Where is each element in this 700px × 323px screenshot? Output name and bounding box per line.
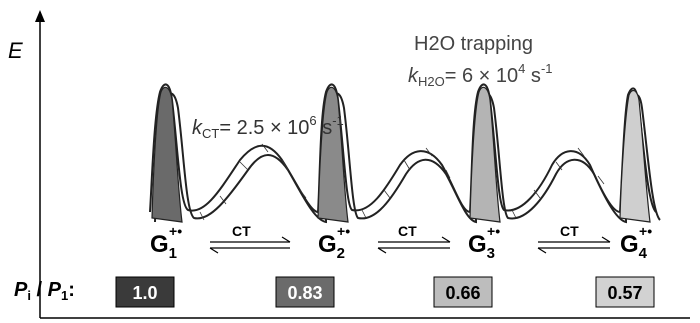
- site-label-4: G4+•: [620, 223, 652, 262]
- ratio-value-4: 0.57: [607, 283, 642, 303]
- trap-rate-k: k: [408, 65, 419, 87]
- forward-arrow-icon: [281, 236, 291, 243]
- site-label-1: G1+•: [150, 223, 182, 262]
- ct-transfer-2: CT: [377, 223, 451, 254]
- trap-annotation: H2O trapping kH2O= 6 × 104 s-1: [408, 33, 553, 89]
- ratio-label: Pi / P1:: [14, 279, 75, 303]
- ct-transfers: CT CT CT: [209, 223, 611, 254]
- ct-rate-eq: = 2.5 × 10: [219, 117, 309, 139]
- trap-rate-eq: = 6 × 10: [445, 65, 518, 87]
- energy-surface: [149, 83, 661, 224]
- trap-rate-exp: 4: [518, 61, 525, 76]
- trap-rate-unit-exp: -1: [541, 61, 553, 76]
- svg-text:CT: CT: [398, 223, 417, 239]
- peak-site-2: [317, 86, 349, 223]
- ratio-box-1: [115, 276, 175, 308]
- forward-arrow-icon: [601, 236, 611, 243]
- ct-rate-exp: 6: [309, 113, 316, 128]
- y-axis-label: E: [8, 38, 23, 63]
- ct-rate-annotation: kCT= 2.5 × 106 s-1: [192, 113, 344, 141]
- svg-text:CT: CT: [560, 223, 579, 239]
- ct-rate-unit-exp: -1: [332, 113, 344, 128]
- ratio-boxes: 1.0 0.83 0.66 0.57: [115, 276, 655, 308]
- ct-rate-unit: s: [317, 117, 333, 139]
- ratio-box-2: [275, 276, 335, 308]
- surface-hatching: [199, 143, 605, 221]
- peak-site-3: [469, 86, 501, 223]
- ratio-value-2: 0.83: [287, 283, 322, 303]
- site-peaks: [151, 86, 651, 223]
- ratio-value-1: 1.0: [132, 283, 157, 303]
- site-label-2: G2+•: [318, 223, 350, 262]
- peak-site-4: [619, 90, 651, 223]
- site-labels: G1+• G2+• G3+• G4+•: [150, 223, 652, 262]
- surface-back-edge: [149, 83, 657, 214]
- reverse-arrow-icon: [209, 247, 219, 254]
- surface-front-edge: [154, 92, 661, 224]
- peak-site-1: [151, 86, 183, 223]
- ct-rate-k: k: [192, 117, 203, 139]
- trap-rate-sub: H2O: [418, 74, 445, 89]
- reverse-arrow-icon: [377, 247, 387, 254]
- svg-text:kCT= 2.5 × 106 s-1: kCT= 2.5 × 106 s-1: [192, 113, 344, 141]
- trap-title: H2O trapping: [414, 33, 533, 55]
- ct-transfer-3: CT: [537, 223, 611, 254]
- trap-rate-unit: s: [525, 65, 541, 87]
- ratio-value-3: 0.66: [445, 283, 480, 303]
- ratio-box-4: [595, 276, 655, 308]
- ct-transfer-1: CT: [209, 223, 291, 254]
- svg-text:CT: CT: [232, 223, 251, 239]
- ratio-box-3: [433, 276, 493, 308]
- y-axis-arrow-icon: [35, 10, 45, 22]
- forward-arrow-icon: [441, 236, 451, 243]
- ct-rate-sub: CT: [202, 126, 219, 141]
- reverse-arrow-icon: [537, 247, 547, 254]
- site-label-3: G3+•: [468, 223, 500, 262]
- svg-text:kH2O= 6 × 104 s-1: kH2O= 6 × 104 s-1: [408, 61, 553, 89]
